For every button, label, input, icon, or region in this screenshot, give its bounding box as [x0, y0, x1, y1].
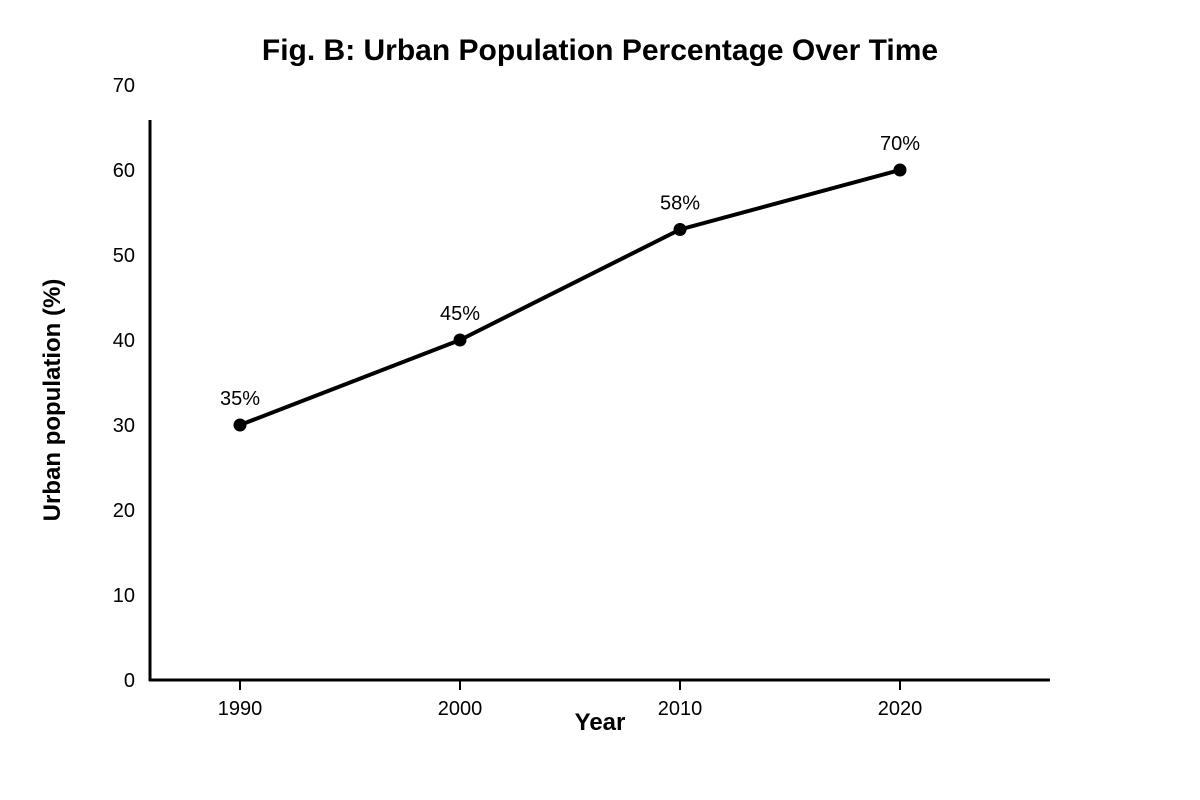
- series-line: [239, 168, 901, 427]
- data-label: 58%: [660, 193, 700, 215]
- data-label: 45%: [440, 303, 480, 325]
- data-label: 35%: [220, 388, 260, 410]
- y-tick-label: 40: [113, 330, 135, 352]
- data-point: [673, 223, 687, 236]
- y-tick-label: 50: [113, 245, 135, 267]
- y-tick-label: 60: [113, 160, 135, 182]
- x-tick-label: 2020: [878, 698, 923, 720]
- y-tick-label: 10: [113, 585, 135, 607]
- y-tick-label: 70: [113, 75, 135, 97]
- y-tick-label: 0: [124, 670, 135, 692]
- data-point: [893, 163, 907, 177]
- x-tick-label: 1990: [218, 698, 263, 720]
- data-label: 70%: [880, 133, 920, 155]
- x-tick-label: 2000: [438, 698, 483, 720]
- chart-title: Fig. B: Urban Population Percentage Over…: [262, 34, 938, 67]
- x-axis-ticks: 1990 2000 2010 2020: [218, 680, 923, 720]
- x-tick-label: 2010: [658, 698, 703, 720]
- data-point: [453, 333, 467, 347]
- series-layer: 35% 45% 58% 70%: [220, 133, 920, 432]
- y-axis-title: Urban population (%): [39, 279, 66, 522]
- y-tick-label: 20: [113, 500, 135, 522]
- x-axis-title: Year: [575, 709, 626, 736]
- y-axis-ticks: 0 10 20 30 40 50 60 70: [113, 75, 135, 692]
- y-tick-label: 30: [113, 415, 135, 437]
- data-point: [233, 418, 247, 432]
